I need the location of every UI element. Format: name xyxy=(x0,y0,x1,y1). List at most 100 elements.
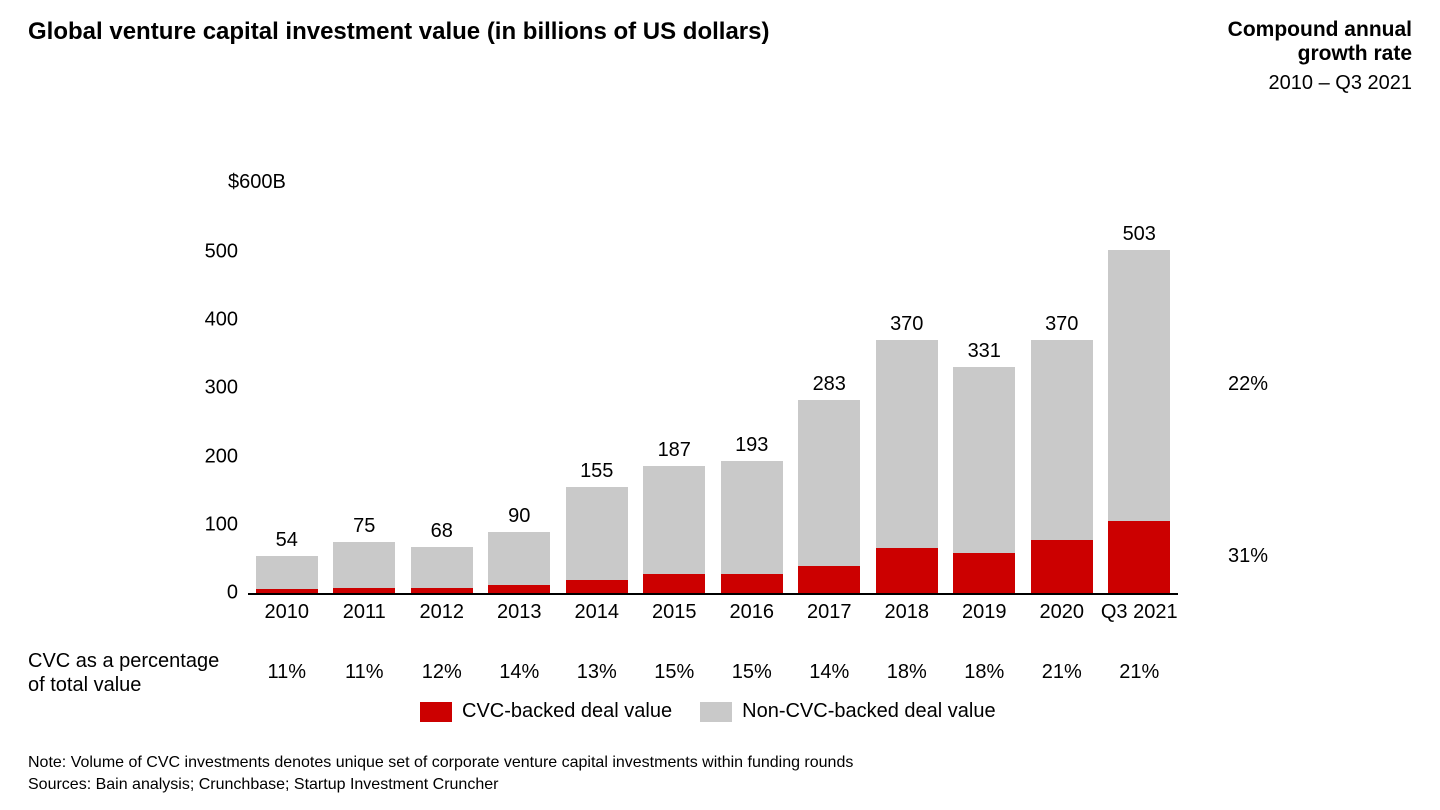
legend-label-noncvc: Non-CVC-backed deal value xyxy=(742,700,995,723)
legend-swatch-noncvc xyxy=(700,702,732,722)
cvc-pct-value: 15% xyxy=(713,661,791,684)
cagr-header-line1: Compound annual xyxy=(1228,18,1412,42)
bar-total-label: 75 xyxy=(333,515,395,538)
bar-total-label: 90 xyxy=(488,505,550,528)
bar-group: 54 xyxy=(256,183,318,593)
bar-segment-noncvc xyxy=(876,340,938,547)
cagr-header: Compound annual growth rate 2010 – Q3 20… xyxy=(1228,18,1412,95)
cvc-pct-value: 11% xyxy=(248,661,326,684)
bar-total-label: 370 xyxy=(876,313,938,336)
bar-segment-cvc xyxy=(798,566,860,593)
legend: CVC-backed deal value Non-CVC-backed dea… xyxy=(420,700,996,723)
cvc-pct-value: 18% xyxy=(946,661,1024,684)
footnote-sources: Sources: Bain analysis; Crunchbase; Star… xyxy=(28,774,853,796)
bar-segment-cvc xyxy=(721,574,783,594)
bar-group: 193 xyxy=(721,183,783,593)
bar-group: 331 xyxy=(953,183,1015,593)
bar-total-label: 155 xyxy=(566,460,628,483)
bar-segment-noncvc xyxy=(1108,250,1170,522)
bar-segment-cvc xyxy=(333,588,395,594)
x-tick-label: 2013 xyxy=(481,601,559,624)
cvc-row-label-line2: of total value xyxy=(28,674,141,696)
cvc-pct-value: 18% xyxy=(868,661,946,684)
cvc-pct-value: 21% xyxy=(1023,661,1101,684)
bar-segment-noncvc xyxy=(566,487,628,579)
bar-group: 155 xyxy=(566,183,628,593)
bar-total-label: 193 xyxy=(721,434,783,457)
bar-segment-cvc xyxy=(488,585,550,594)
cvc-pct-value: 14% xyxy=(791,661,869,684)
bar-segment-noncvc xyxy=(798,400,860,566)
bar-segment-cvc xyxy=(643,574,705,593)
bar-segment-noncvc xyxy=(333,542,395,588)
cvc-pct-value: 14% xyxy=(481,661,559,684)
bar-total-label: 68 xyxy=(411,520,473,543)
bar-total-label: 331 xyxy=(953,340,1015,363)
bar-total-label: 503 xyxy=(1108,223,1170,246)
y-tick-label: 500 xyxy=(188,240,238,263)
x-tick-label: 2015 xyxy=(636,601,714,624)
y-tick-label: 0 xyxy=(188,582,238,605)
cagr-cvc: 31% xyxy=(1228,545,1268,568)
bar-group: 283 xyxy=(798,183,860,593)
footnote-note: Note: Volume of CVC investments denotes … xyxy=(28,752,853,774)
cvc-row-label: CVC as a percentageof total value xyxy=(28,649,219,697)
x-tick-label: 2010 xyxy=(248,601,326,624)
bar-segment-cvc xyxy=(566,580,628,594)
bar-segment-cvc xyxy=(411,588,473,594)
bar-segment-noncvc xyxy=(488,532,550,585)
legend-item-noncvc: Non-CVC-backed deal value xyxy=(700,700,995,723)
x-tick-label: 2014 xyxy=(558,601,636,624)
cvc-pct-value: 15% xyxy=(636,661,714,684)
bar-segment-noncvc xyxy=(721,461,783,573)
cagr-header-range: 2010 – Q3 2021 xyxy=(1228,72,1412,95)
bar-segment-noncvc xyxy=(1031,340,1093,540)
bar-group: 75 xyxy=(333,183,395,593)
x-tick-label: 2019 xyxy=(946,601,1024,624)
y-tick-label: 100 xyxy=(188,513,238,536)
x-tick-label: 2020 xyxy=(1023,601,1101,624)
bar-segment-noncvc xyxy=(953,367,1015,552)
cvc-pct-value: 11% xyxy=(326,661,404,684)
bar-segment-noncvc xyxy=(411,547,473,588)
legend-swatch-cvc xyxy=(420,702,452,722)
bar-segment-cvc xyxy=(1031,540,1093,593)
footnotes: Note: Volume of CVC investments denotes … xyxy=(28,752,853,795)
bar-segment-cvc xyxy=(256,589,318,593)
cagr-noncvc: 22% xyxy=(1228,373,1268,396)
bar-group: 503 xyxy=(1108,183,1170,593)
bar-total-label: 370 xyxy=(1031,313,1093,336)
chart-title: Global venture capital investment value … xyxy=(28,18,769,46)
bar-segment-cvc xyxy=(876,548,938,594)
legend-label-cvc: CVC-backed deal value xyxy=(462,700,672,723)
bar-segment-noncvc xyxy=(643,466,705,575)
bar-total-label: 283 xyxy=(798,373,860,396)
page: Global venture capital investment value … xyxy=(0,0,1440,810)
bar-group: 90 xyxy=(488,183,550,593)
y-tick-label: 400 xyxy=(188,308,238,331)
x-tick-label: Q3 2021 xyxy=(1101,601,1179,624)
bar-total-label: 54 xyxy=(256,529,318,552)
cvc-pct-value: 21% xyxy=(1101,661,1179,684)
cvc-pct-value: 13% xyxy=(558,661,636,684)
cvc-pct-value: 12% xyxy=(403,661,481,684)
title-row: Global venture capital investment value … xyxy=(28,18,1412,95)
bar-group: 68 xyxy=(411,183,473,593)
bar-segment-cvc xyxy=(953,553,1015,594)
legend-item-cvc: CVC-backed deal value xyxy=(420,700,672,723)
bar-segment-noncvc xyxy=(256,556,318,589)
x-tick-label: 2018 xyxy=(868,601,946,624)
x-tick-label: 2017 xyxy=(791,601,869,624)
bar-group: 370 xyxy=(1031,183,1093,593)
x-tick-label: 2012 xyxy=(403,601,481,624)
x-tick-label: 2016 xyxy=(713,601,791,624)
x-tick-label: 2011 xyxy=(326,601,404,624)
y-tick-label: 200 xyxy=(188,445,238,468)
cagr-header-line2: growth rate xyxy=(1228,42,1412,66)
y-tick-label: 300 xyxy=(188,377,238,400)
chart-area: $600B010020030040050054201011%75201111%6… xyxy=(28,123,1412,623)
cvc-row-label-line1: CVC as a percentage xyxy=(28,650,219,672)
bar-segment-cvc xyxy=(1108,521,1170,593)
bar-group: 187 xyxy=(643,183,705,593)
bar-group: 370 xyxy=(876,183,938,593)
